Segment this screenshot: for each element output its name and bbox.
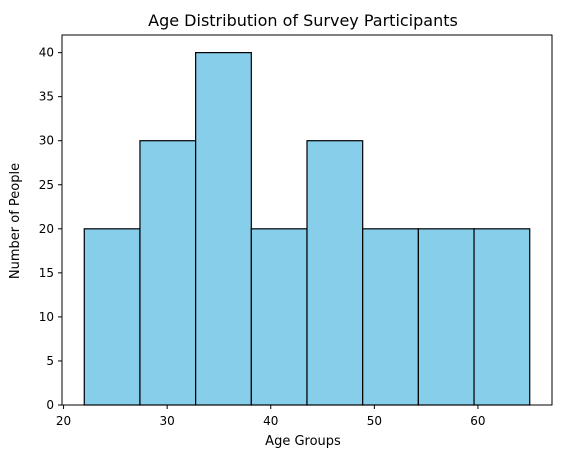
histogram-bar-6 bbox=[417, 228, 475, 406]
x-tick-label-4: 60 bbox=[470, 414, 485, 428]
y-tick-label-5: 25 bbox=[39, 178, 54, 192]
x-tick-label-2: 40 bbox=[263, 414, 278, 428]
chart-title: Age Distribution of Survey Participants bbox=[148, 11, 458, 30]
y-tick-label-4: 20 bbox=[39, 222, 54, 236]
y-tick-label-3: 15 bbox=[39, 266, 54, 280]
y-tick-label-0: 0 bbox=[46, 398, 54, 412]
bars-layer bbox=[83, 52, 531, 406]
histogram-bar-1 bbox=[139, 140, 197, 406]
y-tick-label-6: 30 bbox=[39, 134, 54, 148]
y-tick-label-2: 10 bbox=[39, 310, 54, 324]
y-tick-label-8: 40 bbox=[39, 46, 54, 60]
histogram-bar-2 bbox=[195, 52, 252, 406]
histogram-bar-7 bbox=[473, 228, 531, 406]
histogram-bar-0 bbox=[83, 228, 141, 406]
x-tick-label-1: 30 bbox=[160, 414, 175, 428]
histogram-bar-5 bbox=[362, 228, 419, 406]
axes-layer: 20 30 40 50 60 0 5 10 15 20 25 30 35 40 bbox=[39, 34, 553, 428]
histogram-bar-4 bbox=[306, 140, 364, 406]
y-tick-label-1: 5 bbox=[46, 354, 54, 368]
x-tick-label-3: 50 bbox=[367, 414, 382, 428]
y-axis-label: Number of People bbox=[8, 163, 23, 279]
x-tick-label-0: 20 bbox=[56, 414, 71, 428]
plot-frame bbox=[61, 34, 553, 406]
histogram-bar-3 bbox=[250, 228, 308, 406]
y-tick-label-7: 35 bbox=[39, 90, 54, 104]
x-axis-label: Age Groups bbox=[265, 434, 341, 449]
